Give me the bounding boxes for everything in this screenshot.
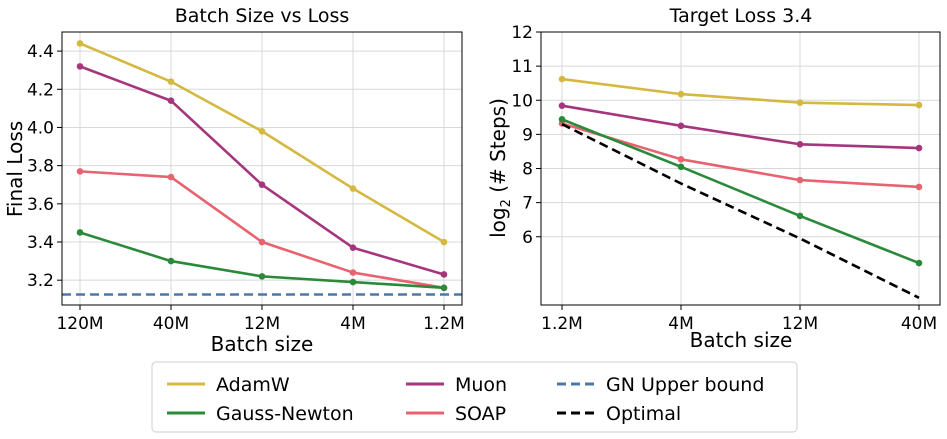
- data-point-adamw: [76, 40, 84, 47]
- legend-label: Muon: [455, 374, 507, 396]
- chart-title: Batch Size vs Loss: [175, 5, 350, 27]
- data-point-adamw: [558, 75, 566, 83]
- data-point-gauss-newton: [677, 163, 685, 171]
- legend-entry-muon: Muon: [406, 374, 507, 396]
- data-point-muon: [915, 144, 923, 152]
- data-point-muon: [440, 271, 448, 278]
- y-tick-label: 3.8: [27, 157, 54, 177]
- legend-label: Gauss-Newton: [216, 403, 354, 425]
- data-point-adamw: [915, 101, 923, 109]
- chart-title: Target Loss 3.4: [669, 5, 813, 27]
- legend-entry-optimal: Optimal: [557, 403, 681, 425]
- series-line-muon: [561, 104, 920, 150]
- y-tick-label: 7: [522, 194, 533, 214]
- x-tick-label: 4M: [340, 314, 365, 334]
- data-point-soap: [76, 168, 84, 175]
- x-tick-label: 1.2M: [423, 314, 465, 334]
- y-tick-label: 9: [522, 125, 533, 145]
- data-point-adamw: [677, 90, 685, 98]
- y-axis-label: log2 (# Steps): [486, 98, 514, 238]
- data-point-muon: [258, 181, 266, 189]
- series-line-adamw: [561, 77, 920, 107]
- data-point-soap: [167, 173, 175, 181]
- legend-entry-gn-upper-bound: GN Upper bound: [557, 374, 764, 396]
- x-tick-label: 120M: [56, 314, 103, 334]
- x-tick-label: 12M: [244, 314, 280, 334]
- data-point-soap: [796, 176, 804, 184]
- data-point-soap: [677, 155, 685, 163]
- legend-label: AdamW: [216, 374, 290, 396]
- x-tick-label: 40M: [901, 314, 937, 334]
- data-point-soap: [349, 269, 357, 276]
- x-tick-label: 4M: [668, 314, 693, 334]
- y-tick-label: 3.6: [27, 195, 54, 215]
- data-point-muon: [167, 97, 175, 105]
- data-point-soap: [258, 238, 266, 246]
- data-point-adamw: [440, 238, 448, 246]
- series-line-gauss-newton: [561, 118, 920, 265]
- data-point-muon: [76, 63, 84, 70]
- data-point-gauss-newton: [796, 212, 804, 220]
- data-point-adamw: [258, 127, 266, 135]
- x-axis-label: Batch size: [690, 328, 793, 352]
- chart-target-loss: Target Loss 3.4 log2 (# Steps) Batch siz…: [486, 5, 941, 352]
- data-point-gauss-newton: [349, 278, 357, 286]
- data-point-gauss-newton: [258, 273, 266, 280]
- y-tick-label: 4.2: [27, 80, 54, 100]
- y-tick-label: 10: [511, 91, 533, 111]
- data-point-gauss-newton: [915, 259, 923, 267]
- data-point-adamw: [349, 185, 357, 192]
- y-tick-label: 12: [511, 23, 533, 43]
- legend-label: SOAP: [455, 403, 506, 425]
- data-point-muon: [796, 140, 804, 148]
- data-point-muon: [349, 244, 357, 252]
- data-point-muon: [558, 102, 566, 110]
- legend-entry-soap: SOAP: [406, 403, 506, 425]
- data-point-gauss-newton: [440, 284, 448, 292]
- data-point-gauss-newton: [76, 229, 84, 236]
- x-tick-label: 12M: [782, 314, 818, 334]
- data-point-gauss-newton: [558, 116, 566, 123]
- data-point-adamw: [167, 78, 175, 85]
- series-line-soap: [561, 122, 920, 189]
- y-tick-label: 11: [511, 57, 533, 77]
- chart-batch-size-vs-loss: Batch Size vs Loss Final Loss Batch size…: [3, 5, 465, 356]
- data-point-adamw: [796, 99, 804, 106]
- legend-label: Optimal: [606, 403, 681, 425]
- y-tick-label: 4.0: [27, 118, 54, 138]
- y-tick-label: 3.4: [27, 233, 54, 253]
- data-point-soap: [915, 183, 923, 191]
- y-tick-label: 8: [522, 160, 533, 180]
- x-tick-label: 40M: [153, 314, 189, 334]
- y-axis-label: Final Loss: [3, 121, 27, 217]
- series-line-optimal: [561, 122, 920, 299]
- y-tick-label: 6: [522, 228, 533, 248]
- y-tick-label: 4.4: [27, 42, 54, 62]
- legend: AdamW Gauss-Newton Muon SOAP GN Upper bo…: [151, 361, 798, 433]
- legend-entry-gauss-newton: Gauss-Newton: [167, 403, 354, 425]
- legend-entry-adamw: AdamW: [167, 374, 290, 396]
- legend-box: [151, 361, 798, 433]
- y-tick-label: 3.2: [27, 271, 54, 291]
- x-axis-label: Batch size: [211, 332, 314, 356]
- data-point-gauss-newton: [167, 257, 175, 265]
- x-tick-label: 1.2M: [541, 314, 583, 334]
- data-point-muon: [677, 122, 685, 130]
- legend-label: GN Upper bound: [606, 374, 764, 396]
